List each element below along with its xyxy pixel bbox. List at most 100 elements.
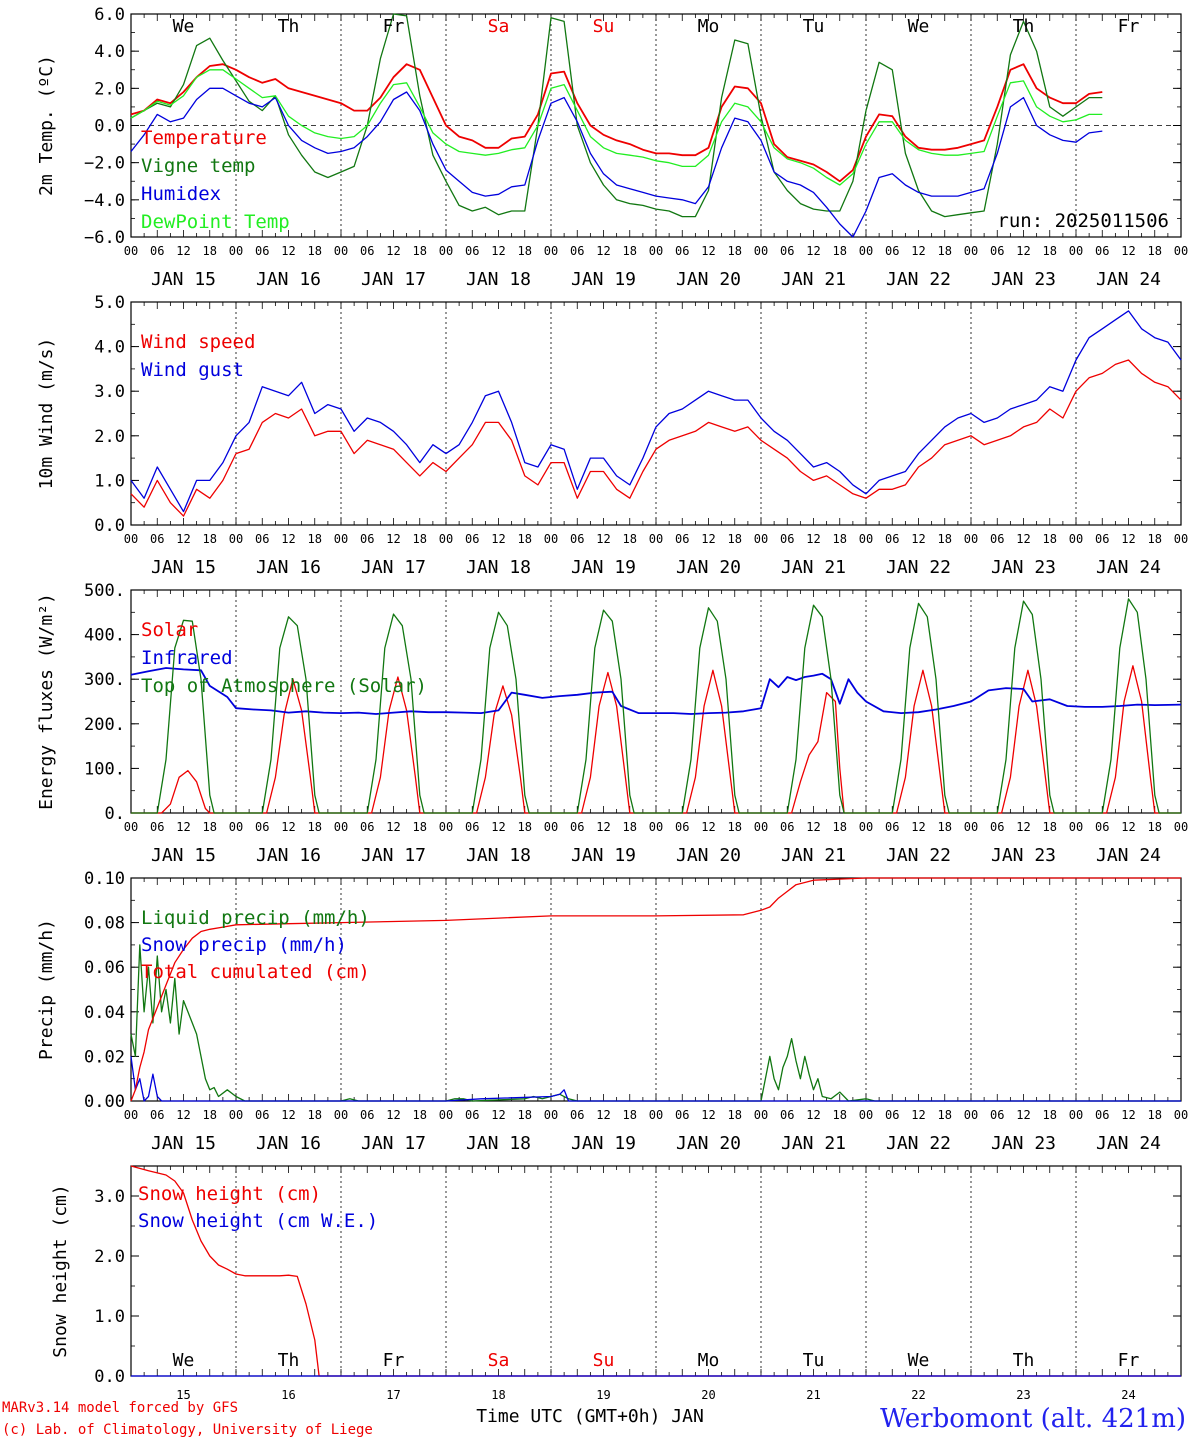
series-line-red	[130, 1165, 1181, 1377]
hour-label: 18	[1148, 532, 1162, 546]
y-tick-label: 6.0	[94, 5, 125, 25]
hour-label: 00	[124, 820, 138, 834]
hour-label: 00	[439, 1108, 453, 1122]
hour-label: 00	[1174, 244, 1188, 258]
hour-label: 00	[964, 244, 978, 258]
y-tick-label: −2.0	[84, 154, 125, 174]
y-tick-label: 0.0	[94, 1367, 125, 1387]
legend-entry: DewPoint Temp	[141, 211, 290, 233]
hour-label: 06	[885, 1108, 899, 1122]
day-name: Th	[278, 16, 300, 37]
y-tick-label: 0.06	[84, 958, 125, 978]
y-tick-label: 5.0	[94, 293, 125, 313]
credit-line-2: (c) Lab. of Climatology, University of L…	[2, 1422, 373, 1438]
station-label: Werbomont (alt. 421m)	[880, 1404, 1186, 1434]
hour-label: 18	[728, 820, 742, 834]
hour-label: 06	[465, 820, 479, 834]
hour-label: 12	[1016, 244, 1030, 258]
hour-label: 06	[360, 532, 374, 546]
hour-label: 18	[308, 532, 322, 546]
y-tick-label: 3.0	[94, 382, 125, 402]
series-line-green	[130, 944, 1181, 1102]
hour-label: 00	[544, 532, 558, 546]
series-line-blue	[130, 1056, 1181, 1102]
y-tick-label: 0.10	[84, 869, 125, 889]
hour-label: 12	[281, 1108, 295, 1122]
day-number-label: 22	[911, 1388, 925, 1402]
hour-label: 06	[465, 1108, 479, 1122]
date-label: JAN 15	[151, 269, 216, 290]
hour-label: 00	[1069, 820, 1083, 834]
hour-label: 00	[334, 244, 348, 258]
hour-label: 06	[675, 532, 689, 546]
y-tick-label: 4.0	[94, 42, 125, 62]
y-tick-label: 0.08	[84, 914, 125, 934]
y-tick-label: 3.0	[94, 1187, 125, 1207]
series-line-red	[130, 63, 1103, 183]
y-axis-label: Precip (mm/h)	[36, 919, 57, 1060]
date-label: JAN 23	[991, 269, 1056, 290]
date-label: JAN 20	[676, 557, 741, 578]
series-line-red	[131, 665, 1181, 814]
hour-label: 00	[649, 532, 663, 546]
hour-label: 06	[255, 1108, 269, 1122]
day-number-label: 15	[176, 1388, 190, 1402]
hour-label: 06	[780, 532, 794, 546]
hour-label: 06	[570, 1108, 584, 1122]
day-number-label: 19	[596, 1388, 610, 1402]
date-label: JAN 20	[676, 845, 741, 866]
hour-label: 00	[754, 532, 768, 546]
date-label: JAN 17	[361, 845, 426, 866]
hour-label: 12	[176, 244, 190, 258]
legend-entry: Humidex	[141, 183, 221, 205]
date-label: JAN 18	[466, 845, 531, 866]
hour-label: 06	[675, 1108, 689, 1122]
hour-label: 06	[885, 820, 899, 834]
hour-label: 18	[833, 532, 847, 546]
hour-label: 18	[623, 532, 637, 546]
legend-entry: Temperature	[141, 127, 267, 149]
hour-label: 12	[911, 532, 925, 546]
day-name: Th	[278, 1350, 300, 1371]
hour-label: 18	[1148, 244, 1162, 258]
hour-label: 18	[203, 532, 217, 546]
series-line-red	[130, 359, 1182, 517]
day-name: Sa	[488, 1350, 510, 1371]
hour-label: 06	[990, 532, 1004, 546]
date-label: JAN 21	[781, 269, 846, 290]
date-label: JAN 24	[1096, 269, 1161, 290]
date-label: JAN 15	[151, 845, 216, 866]
hour-label: 18	[1043, 244, 1057, 258]
date-label: JAN 19	[571, 557, 636, 578]
legend-entry: Snow height (cm)	[138, 1183, 321, 1205]
hour-label: 00	[964, 1108, 978, 1122]
hour-label: 00	[544, 244, 558, 258]
legend-entry: Total cumulated (cm)	[141, 961, 370, 983]
day-number-label: 16	[281, 1388, 295, 1402]
day-name: We	[173, 1350, 195, 1371]
date-label: JAN 16	[256, 269, 321, 290]
hour-label: 06	[780, 820, 794, 834]
hour-label: 12	[1121, 1108, 1135, 1122]
hour-label: 00	[124, 244, 138, 258]
hour-label: 00	[649, 820, 663, 834]
hour-label: 06	[675, 244, 689, 258]
y-tick-label: −4.0	[84, 191, 125, 211]
date-label: JAN 17	[361, 1133, 426, 1154]
legend-entry: Solar	[141, 619, 198, 641]
y-tick-label: 2.0	[94, 427, 125, 447]
y-tick-label: 0.04	[84, 1003, 125, 1023]
hour-label: 00	[1069, 1108, 1083, 1122]
y-tick-label: 0.0	[94, 516, 125, 536]
legend-entry: Wind gust	[141, 359, 244, 381]
hour-label: 00	[544, 820, 558, 834]
hour-label: 18	[833, 820, 847, 834]
hour-label: 06	[360, 244, 374, 258]
series-line-green	[131, 598, 1181, 814]
date-label: JAN 18	[466, 557, 531, 578]
day-name: Th	[1013, 1350, 1035, 1371]
series-line-red	[130, 877, 1181, 1102]
day-name: Sa	[488, 16, 510, 37]
hour-label: 18	[413, 244, 427, 258]
date-label: JAN 24	[1096, 557, 1161, 578]
